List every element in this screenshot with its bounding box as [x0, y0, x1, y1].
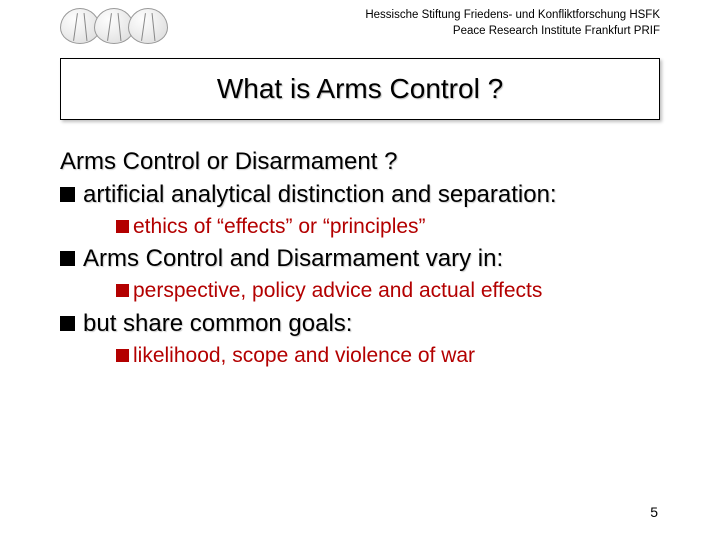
institute-name: Hessische Stiftung Friedens- und Konflik…: [365, 8, 660, 39]
institute-line-1: Hessische Stiftung Friedens- und Konflik…: [365, 8, 660, 24]
page-number: 5: [650, 504, 658, 520]
section-heading: Arms Control or Disarmament ?: [60, 148, 660, 176]
institute-line-2: Peace Research Institute Frankfurt PRIF: [365, 24, 660, 40]
sub-bullet-text: ethics of “effects” or “principles”: [133, 214, 426, 240]
bullet-text: artificial analytical distinction and se…: [83, 180, 557, 210]
bullet-level2: perspective, policy advice and actual ef…: [116, 278, 660, 304]
bullet-level1: Arms Control and Disarmament vary in:: [60, 244, 660, 274]
bullet-level2: ethics of “effects” or “principles”: [116, 214, 660, 240]
square-bullet-icon: [60, 187, 75, 202]
slide-title-box: What is Arms Control ?: [60, 58, 660, 120]
bullet-level1: artificial analytical distinction and se…: [60, 180, 660, 210]
square-bullet-icon: [60, 316, 75, 331]
institute-logo: [60, 8, 180, 44]
square-bullet-icon: [60, 251, 75, 266]
square-bullet-red-icon: [116, 284, 129, 297]
sub-bullet-text: likelihood, scope and violence of war: [133, 343, 475, 369]
slide-content: Arms Control or Disarmament ? artificial…: [0, 120, 720, 369]
bullet-text: but share common goals:: [83, 309, 352, 339]
bullet-level1: but share common goals:: [60, 309, 660, 339]
sub-bullet-text: perspective, policy advice and actual ef…: [133, 278, 542, 304]
slide-header: Hessische Stiftung Friedens- und Konflik…: [0, 0, 720, 48]
bullet-text: Arms Control and Disarmament vary in:: [83, 244, 503, 274]
bullet-level2: likelihood, scope and violence of war: [116, 343, 660, 369]
square-bullet-red-icon: [116, 349, 129, 362]
slide-title: What is Arms Control ?: [69, 73, 651, 105]
square-bullet-red-icon: [116, 220, 129, 233]
